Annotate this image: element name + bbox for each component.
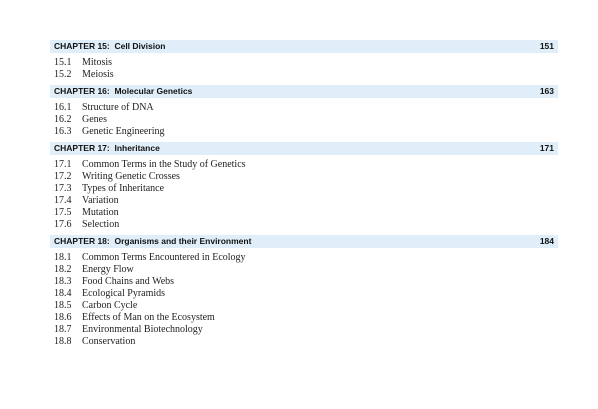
section-title: Mutation xyxy=(82,207,119,218)
section-title: Common Terms in the Study of Genetics xyxy=(82,159,246,170)
section-number: 18.6 xyxy=(54,312,72,323)
chapter-page-number: 171 xyxy=(539,143,554,153)
section-item: 16.3 Genetic Engineering xyxy=(54,126,558,138)
section-title: Selection xyxy=(82,219,120,230)
section-title: Variation xyxy=(82,195,119,206)
section-number: 15.1 xyxy=(54,57,72,68)
section-title: Ecological Pyramids xyxy=(82,288,166,299)
section-title: Writing Genetic Crosses xyxy=(82,171,180,182)
chapter-16: CHAPTER 16: Molecular Genetics 163 16.1 … xyxy=(50,85,558,138)
section-number: 16.3 xyxy=(54,126,72,137)
chapter-title: CHAPTER 17: Inheritance xyxy=(54,143,160,153)
section-item: 16.2 Genes xyxy=(54,114,558,126)
section-item: 18.8 Conservation xyxy=(54,336,558,348)
section-title: Structure of DNA xyxy=(82,102,154,113)
section-number: 17.4 xyxy=(54,195,72,206)
section-item: 17.5 Mutation xyxy=(54,207,558,219)
section-list: 17.1 Common Terms in the Study of Geneti… xyxy=(50,155,558,231)
section-number: 18.7 xyxy=(54,324,72,335)
section-title: Food Chains and Webs xyxy=(82,276,175,287)
section-number: 17.3 xyxy=(54,183,72,194)
section-item: 18.4 Ecological Pyramids xyxy=(54,288,558,300)
chapter-15: CHAPTER 15: Cell Division 151 15.1 Mitos… xyxy=(50,40,558,81)
section-number: 16.1 xyxy=(54,102,72,113)
section-number: 17.2 xyxy=(54,171,72,182)
section-list: 18.1 Common Terms Encountered in Ecology… xyxy=(50,248,558,348)
chapter-title: CHAPTER 16: Molecular Genetics xyxy=(54,86,193,96)
section-number: 17.1 xyxy=(54,159,72,170)
section-number: 18.5 xyxy=(54,300,72,311)
section-title: Carbon Cycle xyxy=(82,300,138,311)
section-item: 18.1 Common Terms Encountered in Ecology xyxy=(54,252,558,264)
section-item: 18.6 Effects of Man on the Ecosystem xyxy=(54,312,558,324)
chapter-header: CHAPTER 17: Inheritance 171 xyxy=(50,142,558,155)
section-number: 18.8 xyxy=(54,336,72,347)
table-of-contents: CHAPTER 15: Cell Division 151 15.1 Mitos… xyxy=(50,40,558,352)
section-title: Environmental Biotechnology xyxy=(82,324,203,335)
section-item: 17.1 Common Terms in the Study of Geneti… xyxy=(54,159,558,171)
chapter-header: CHAPTER 16: Molecular Genetics 163 xyxy=(50,85,558,98)
section-number: 18.1 xyxy=(54,252,72,263)
section-title: Meiosis xyxy=(82,69,114,80)
chapter-title: CHAPTER 15: Cell Division xyxy=(54,41,166,51)
section-item: 17.4 Variation xyxy=(54,195,558,207)
section-item: 18.7 Environmental Biotechnology xyxy=(54,324,558,336)
chapter-page-number: 163 xyxy=(539,86,554,96)
chapter-page-number: 184 xyxy=(539,236,554,246)
section-item: 17.2 Writing Genetic Crosses xyxy=(54,171,558,183)
chapter-17: CHAPTER 17: Inheritance 171 17.1 Common … xyxy=(50,142,558,231)
section-item: 17.3 Types of Inheritance xyxy=(54,183,558,195)
section-title: Mitosis xyxy=(82,57,113,68)
section-item: 16.1 Structure of DNA xyxy=(54,102,558,114)
section-title: Types of Inheritance xyxy=(82,183,165,194)
section-title: Energy Flow xyxy=(82,264,134,275)
section-item: 18.2 Energy Flow xyxy=(54,264,558,276)
section-number: 18.2 xyxy=(54,264,72,275)
section-title: Common Terms Encountered in Ecology xyxy=(82,252,246,263)
section-item: 17.6 Selection xyxy=(54,219,558,231)
section-number: 17.6 xyxy=(54,219,72,230)
chapter-title: CHAPTER 18: Organisms and their Environm… xyxy=(54,236,252,246)
section-number: 16.2 xyxy=(54,114,72,125)
section-number: 18.4 xyxy=(54,288,72,299)
section-item: 15.1 Mitosis xyxy=(54,57,558,69)
section-title: Genes xyxy=(82,114,107,125)
section-number: 17.5 xyxy=(54,207,72,218)
section-number: 15.2 xyxy=(54,69,72,80)
section-number: 18.3 xyxy=(54,276,72,287)
section-list: 15.1 Mitosis 15.2 Meiosis xyxy=(50,53,558,81)
section-title: Effects of Man on the Ecosystem xyxy=(82,312,215,323)
section-list: 16.1 Structure of DNA 16.2 Genes 16.3 Ge… xyxy=(50,98,558,138)
section-item: 15.2 Meiosis xyxy=(54,69,558,81)
section-title: Genetic Engineering xyxy=(82,126,165,137)
section-title: Conservation xyxy=(82,336,136,347)
section-item: 18.3 Food Chains and Webs xyxy=(54,276,558,288)
chapter-header: CHAPTER 15: Cell Division 151 xyxy=(50,40,558,53)
chapter-header: CHAPTER 18: Organisms and their Environm… xyxy=(50,235,558,248)
chapter-page-number: 151 xyxy=(539,41,554,51)
section-item: 18.5 Carbon Cycle xyxy=(54,300,558,312)
chapter-18: CHAPTER 18: Organisms and their Environm… xyxy=(50,235,558,348)
